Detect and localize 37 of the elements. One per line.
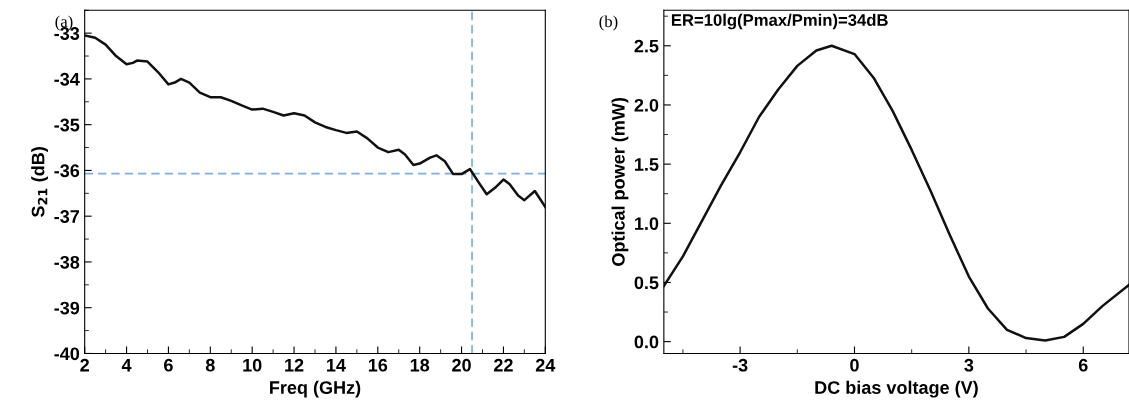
y-tick-label: -35 <box>54 118 80 132</box>
chart-title: (b) <box>599 15 618 31</box>
y-tick-label: 1.5 <box>635 158 659 171</box>
x-tick-label: 3 <box>964 358 974 372</box>
x-tick-label: 6 <box>1078 358 1088 372</box>
y-tick-label: 0.5 <box>634 276 659 290</box>
x-tick-label: 8 <box>205 358 215 372</box>
y-tick-label: -38 <box>54 255 80 269</box>
x-tick-label: 10 <box>243 358 262 372</box>
y-tick-label: 2.5 <box>634 39 659 53</box>
x-tick-label: -3 <box>732 358 748 372</box>
x-tick-label: 16 <box>368 358 388 372</box>
x-tick-label: 18 <box>410 358 430 372</box>
y-tick-label: -34 <box>54 72 80 86</box>
line-series <box>84 34 546 209</box>
x-tick-label: 24 <box>535 358 556 372</box>
y-tick-label: 0.0 <box>634 335 659 349</box>
x-tick-label: 4 <box>121 358 132 372</box>
line-series <box>663 44 1129 342</box>
x-tick-label: 6 <box>164 358 173 372</box>
x-tick-label: 22 <box>494 358 513 372</box>
x-tick-label: 12 <box>285 358 304 372</box>
y-axis-title: S$_{21}$ (dB) <box>31 147 49 218</box>
y-tick-label: -39 <box>54 301 80 315</box>
x-tick-label: 14 <box>327 358 346 372</box>
y-tick-label: -40 <box>54 347 80 361</box>
x-tick-label: 2 <box>80 358 89 372</box>
annotation: ER=10lg(Pmax/Pmin)=34dB <box>671 13 888 30</box>
x-tick-label: 0 <box>850 358 859 372</box>
y-axis-title: Optical power (mW) <box>611 98 629 266</box>
y-tick-label: -36 <box>54 164 80 178</box>
y-tick-label: 2.0 <box>634 98 659 112</box>
x-axis-title: Freq (GHz) <box>270 380 361 398</box>
y-tick-label: 1.0 <box>635 217 659 231</box>
x-axis-title: DC bias voltage (V) <box>815 380 978 398</box>
x-tick-label: 20 <box>452 358 471 372</box>
y-tick-label: -37 <box>54 210 80 223</box>
